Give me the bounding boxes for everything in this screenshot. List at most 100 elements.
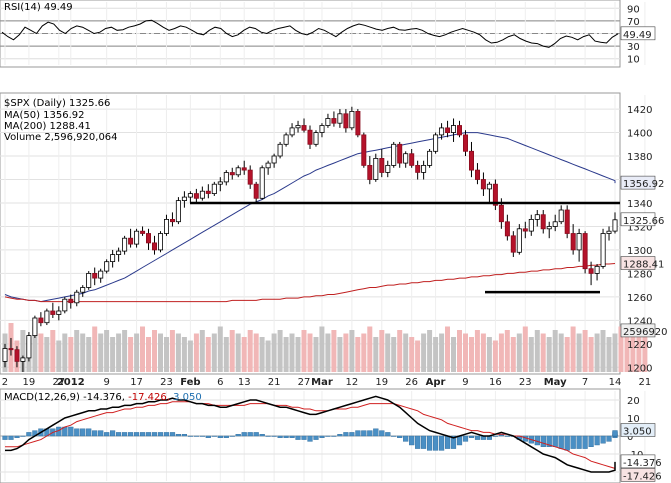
- candle-up: [349, 111, 355, 129]
- volume-bar: [534, 330, 540, 372]
- volume-bar: [92, 326, 98, 372]
- macd-histogram-bar: [612, 430, 618, 437]
- candle-down: [8, 348, 14, 351]
- price-y-tick: 1280: [627, 269, 652, 280]
- macd-histogram-bar: [217, 435, 223, 438]
- volume-bar: [558, 333, 564, 372]
- macd-histogram-bar: [211, 435, 217, 437]
- candle-up: [157, 233, 163, 251]
- volume-bar: [116, 333, 122, 372]
- candle-up: [486, 183, 492, 190]
- volume-bar: [630, 330, 636, 372]
- candle-up: [163, 218, 169, 234]
- candle-down: [474, 169, 480, 180]
- macd-histogram-bar: [606, 435, 612, 442]
- macd-histogram-bar: [169, 432, 176, 437]
- candle-up: [421, 164, 427, 173]
- rsi-value-tag: 49.49: [623, 30, 652, 41]
- moving-averages: [4, 132, 616, 303]
- price-y-tick: 1320: [627, 222, 652, 233]
- candle-up: [44, 310, 50, 324]
- volume-bar: [193, 333, 199, 372]
- macd-histogram-bar: [385, 432, 391, 437]
- volume-bar: [110, 337, 116, 372]
- macd-histogram-bar: [253, 432, 259, 437]
- candle-up: [450, 125, 456, 133]
- volume-bar: [283, 337, 289, 372]
- volume-bar: [229, 330, 235, 372]
- volume-bar: [469, 337, 474, 372]
- volume-bar: [588, 337, 594, 372]
- volume-bar: [181, 337, 187, 372]
- macd-histogram-bar: [241, 432, 247, 437]
- volume-bar: [325, 333, 331, 372]
- volume-bar: [271, 333, 277, 372]
- macd-histogram-bar: [283, 435, 289, 438]
- volume-bar: [510, 337, 516, 372]
- macd-histogram-bar: [98, 430, 104, 437]
- volume-bar: [570, 326, 576, 372]
- candle-up: [211, 183, 217, 194]
- volume-bar: [397, 330, 403, 372]
- candle-up: [26, 335, 32, 359]
- candle-down: [397, 143, 403, 164]
- candle-up: [337, 113, 343, 124]
- macd-histogram-bar: [343, 432, 349, 437]
- candle-down: [128, 237, 134, 245]
- macd-histogram-bar: [271, 435, 277, 437]
- macd-histogram-bar: [307, 435, 313, 442]
- macd-histogram-bar: [582, 435, 588, 449]
- candle-up: [104, 261, 110, 272]
- macd-histogram-bar: [247, 432, 253, 437]
- x-tick-label: 21: [639, 377, 652, 388]
- macd-histogram-bar: [235, 434, 241, 437]
- value-tags: 49.49 1356.92 1325.66 1288.41 2596920 3.050 -1…: [620, 26, 668, 482]
- volume-bar: [56, 340, 62, 372]
- volume-bar: [20, 330, 26, 372]
- macd-histogram-bar: [415, 435, 421, 449]
- macd-legend-red: -17.426,: [128, 392, 170, 403]
- volume-bar: [205, 337, 211, 372]
- x-tick-label: 27: [298, 377, 311, 388]
- volume-bar: [391, 337, 397, 372]
- macd-histogram-bar: [104, 432, 110, 437]
- macd-line: [5, 395, 616, 473]
- price-y-tick: 1380: [627, 152, 652, 163]
- macd-histogram-bar: [26, 432, 32, 437]
- volume-bar: [122, 330, 128, 372]
- candle-down: [588, 268, 594, 274]
- y-axis-ticks: 9070503010142014001380136013401320130012…: [627, 4, 652, 479]
- volume-bar: [582, 330, 588, 372]
- volume-bar: [636, 333, 642, 372]
- volume-bar: [44, 337, 50, 372]
- x-tick-label: 7: [582, 377, 588, 388]
- macd-hist-tag-box: [620, 423, 656, 437]
- macd-histogram-bar: [187, 435, 194, 437]
- volume-bar: [175, 333, 181, 372]
- candle-up: [558, 209, 564, 223]
- candle-down: [205, 190, 211, 194]
- x-tick-label: 23: [160, 377, 173, 388]
- volume-bar: [74, 330, 80, 372]
- macd-histogram-bar: [199, 435, 206, 437]
- volume-bar: [516, 333, 522, 372]
- price-value-tag-box: [620, 212, 656, 227]
- macd-histogram-bar: [181, 434, 188, 437]
- candle-down: [92, 272, 98, 279]
- macd-histogram-bar: [576, 435, 582, 449]
- candle-down: [14, 349, 20, 362]
- candle-up: [427, 150, 433, 166]
- x-tick-label: 26: [405, 377, 418, 388]
- volume-bar: [211, 333, 217, 372]
- macd-histogram-bar: [295, 435, 301, 440]
- candle-down: [38, 317, 44, 324]
- macd-histogram-bar: [474, 435, 481, 440]
- candle-down: [445, 127, 451, 134]
- volume-value-tag-box: [620, 323, 656, 338]
- candle-down: [343, 113, 349, 129]
- macd-histogram-bar: [403, 435, 409, 442]
- macd-legend-blue: 3.050: [173, 392, 202, 403]
- macd-histogram-bar: [74, 428, 80, 437]
- macd-y-tick: 0: [627, 432, 633, 443]
